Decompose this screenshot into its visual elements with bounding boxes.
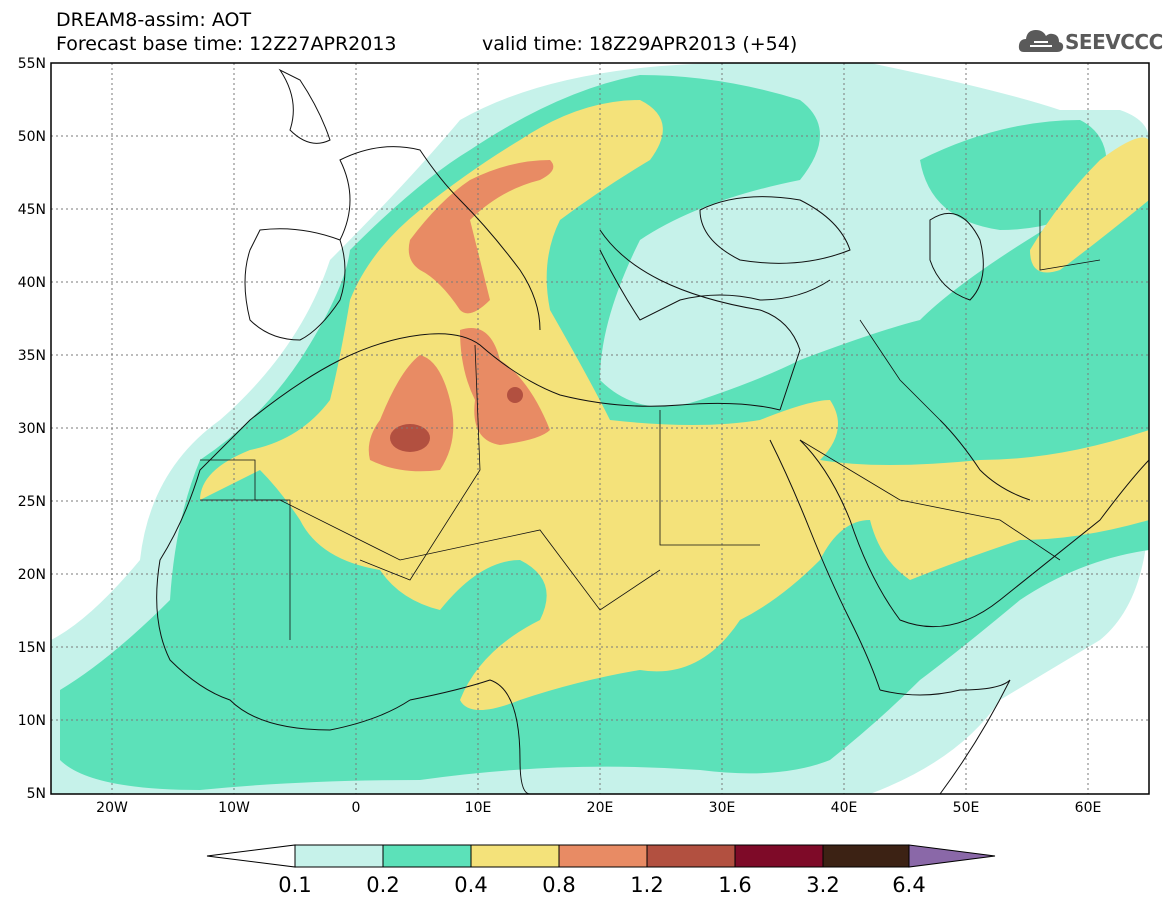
border-libya-egypt [659,410,760,546]
y-tick-label: 20N [18,567,46,583]
coast-levant [599,229,801,411]
borders [200,210,1101,640]
y-axis-labels: 55N 50N 45N 40N 35N 30N 25N 20N 15N 10N … [18,56,46,802]
border-saudi [799,439,1061,561]
x-tick-label: 40E [831,800,858,816]
coast-red-sea [769,439,881,691]
x-tick-label: 20W [96,800,128,816]
x-tick-label: 30E [709,800,736,816]
aot-area-0-4-east [1030,137,1149,273]
seevccc-logo: SEEVCCC [1018,24,1163,58]
colorbar-label: 6.4 [892,873,925,897]
aot-area-1-2-west [390,424,430,452]
colorbar-low-arrow [206,844,296,868]
cloud-icon [1018,30,1064,52]
colorbar [206,844,996,868]
x-tick-label: 0 [352,800,361,816]
coastlines [156,68,1149,794]
y-tick-label: 15N [18,640,46,656]
coast-horn-of-africa [879,679,1011,794]
y-tick-label: 10N [18,713,46,729]
y-tick-label: 50N [18,129,46,145]
colorbar-label: 0.1 [278,873,311,897]
colorbar-label: 0.4 [454,873,487,897]
aot-area-1-2-central [507,387,523,403]
border-kazakh [1039,210,1101,271]
coast-iberia [244,228,346,341]
valid-time: valid time: 18Z29APR2013 (+54) [482,33,798,55]
colorbar-labels: 0.1 0.2 0.4 0.8 1.2 1.6 3.2 6.4 [278,873,925,897]
coast-caspian [929,212,984,301]
coast-persian-gulf [939,419,1031,501]
colorbar-label: 0.8 [542,873,575,897]
coast-africa-west [156,359,411,731]
colorbar-label: 0.2 [366,873,399,897]
coast-france-italy [339,146,541,331]
x-tick-label: 60E [1075,800,1102,816]
y-tick-label: 25N [18,494,46,510]
logo-text: SEEVCCC [1065,30,1163,54]
colorbar-label: 1.6 [718,873,751,897]
x-axis-labels: 20W 10W 0 10E 20E 30E 40E 50E 60E [96,800,1101,816]
coast-north-africa [339,333,781,411]
y-tick-label: 35N [18,348,46,364]
colorbar-swatch-1-6 [734,844,824,868]
y-tick-label: 45N [18,202,46,218]
colorbar-swatch-3-2 [822,844,910,868]
aot-area-0-8-north [408,160,554,314]
aot-area-0-8-west [368,355,454,472]
y-tick-label: 55N [18,56,46,72]
x-tick-label: 10E [465,800,492,816]
colorbar-label: 1.2 [630,873,663,897]
border-mauritania [200,459,291,640]
border-algeria-libya [359,344,481,581]
aot-area-0-2-east [920,120,1107,230]
colorbar-swatch-1-2 [646,844,736,868]
aot-area-0-8-central [460,328,550,445]
coast-gulf-of-guinea [409,679,531,794]
coast-arabia-east [799,439,1149,628]
coast-black-sea [699,196,851,264]
colorbar-high-arrow [908,844,996,868]
forecast-base-time: Forecast base time: 12Z27APR2013 [56,33,397,55]
map-title: DREAM8-assim: AOT [56,9,252,31]
border-iran-iraq [859,319,941,421]
colorbar-swatch-0-1 [294,844,384,868]
x-tick-label: 20E [587,800,614,816]
coast-britain [278,68,331,144]
y-tick-label: 5N [27,786,46,802]
y-tick-label: 30N [18,421,46,437]
x-tick-label: 10W [218,800,250,816]
colorbar-swatch-0-2 [382,844,472,868]
colorbar-label: 3.2 [806,873,839,897]
colorbar-swatch-0-8 [558,844,648,868]
coast-greece-turkey [599,249,831,321]
y-tick-label: 40N [18,275,46,291]
map-frame [50,62,1150,795]
colorbar-swatch-0-4 [470,844,560,868]
x-tick-label: 50E [953,800,980,816]
